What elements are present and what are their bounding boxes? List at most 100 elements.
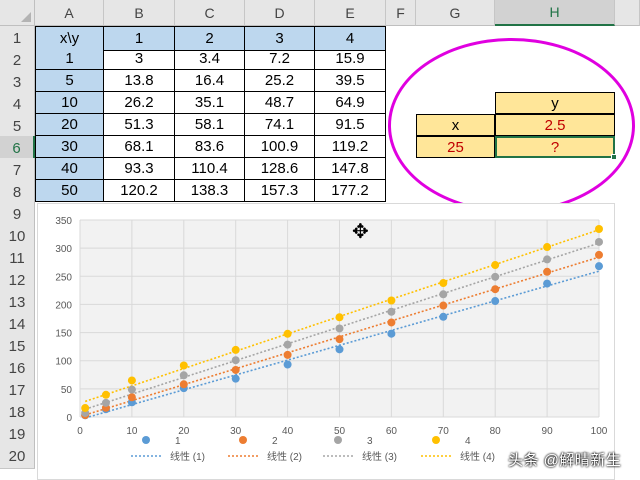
data-point-series-2: [439, 301, 448, 310]
column-header-a[interactable]: A: [35, 0, 104, 26]
row-header-3[interactable]: 3: [0, 70, 35, 95]
row-header-12[interactable]: 12: [0, 268, 35, 293]
data-point-series-4: [179, 361, 188, 370]
select-all-button[interactable]: [0, 0, 35, 26]
row-header-18[interactable]: 18: [0, 400, 35, 425]
data-point-series-4: [283, 329, 292, 338]
table-cell[interactable]: 74.1: [245, 114, 315, 136]
table-cell[interactable]: 15.9: [315, 48, 386, 70]
column-header-e[interactable]: E: [315, 0, 386, 26]
data-point-series-4: [595, 225, 603, 234]
column-header-g[interactable]: G: [416, 0, 495, 26]
data-point-series-3: [283, 340, 292, 349]
legend-marker-2: [239, 436, 247, 444]
table-cell[interactable]: 39.5: [315, 70, 386, 92]
data-point-series-4: [231, 345, 240, 354]
data-point-series-1: [595, 262, 603, 271]
table-row-label[interactable]: 50: [35, 180, 104, 202]
data-point-series-1: [231, 374, 240, 383]
data-point-series-1: [335, 345, 344, 354]
table-cell[interactable]: 48.7: [245, 92, 315, 114]
x-tick-label: 90: [542, 426, 554, 437]
column-header-b[interactable]: B: [104, 0, 175, 26]
row-header-9[interactable]: 9: [0, 202, 35, 227]
row-header-6[interactable]: 6: [0, 136, 35, 161]
data-point-series-4: [101, 390, 110, 399]
data-point-series-4: [335, 313, 344, 322]
table-cell[interactable]: 3: [104, 48, 175, 70]
data-point-series-1: [283, 360, 292, 369]
table-cell[interactable]: 25.2: [245, 70, 315, 92]
data-point-series-3: [335, 324, 344, 333]
table-cell[interactable]: 13.8: [104, 70, 175, 92]
table-row-label[interactable]: 5: [35, 70, 104, 92]
y-tick-label: 50: [61, 385, 73, 396]
table-cell[interactable]: 7.2: [245, 48, 315, 70]
row-header-20[interactable]: 20: [0, 444, 35, 469]
row-header-15[interactable]: 15: [0, 334, 35, 359]
table-cell[interactable]: 91.5: [315, 114, 386, 136]
table-row-label[interactable]: 40: [35, 158, 104, 180]
table-cell[interactable]: 35.1: [175, 92, 245, 114]
table-cell[interactable]: 64.9: [315, 92, 386, 114]
table-cell[interactable]: 128.6: [245, 158, 315, 180]
table-header-cell[interactable]: 1: [104, 26, 175, 51]
column-header-i[interactable]: [615, 0, 640, 26]
data-point-series-2: [283, 350, 292, 359]
table-cell[interactable]: 177.2: [315, 180, 386, 202]
data-point-series-2: [127, 393, 136, 402]
data-point-series-2: [231, 365, 240, 374]
legend-trend-label-4: 线性 (4): [460, 450, 495, 463]
table-row-label[interactable]: 1: [35, 48, 104, 70]
column-header-f[interactable]: F: [386, 0, 416, 26]
table-cell[interactable]: 51.3: [104, 114, 175, 136]
x-tick-label: 10: [126, 426, 138, 437]
table-header-cell[interactable]: 3: [245, 26, 315, 51]
table-cell[interactable]: 138.3: [175, 180, 245, 202]
table-cell[interactable]: 3.4: [175, 48, 245, 70]
legend-trend-label-2: 线性 (2): [267, 450, 302, 463]
watermark: 头条 @解晴新生: [508, 452, 622, 469]
data-point-series-4: [543, 243, 552, 252]
table-cell[interactable]: 157.3: [245, 180, 315, 202]
table-row-label[interactable]: 20: [35, 114, 104, 136]
data-point-series-4: [439, 279, 448, 288]
row-header-14[interactable]: 14: [0, 312, 35, 337]
table-cell[interactable]: 26.2: [104, 92, 175, 114]
column-header-d[interactable]: D: [245, 0, 315, 26]
trendline-series-1: [84, 270, 600, 419]
x-tick-label: 30: [230, 426, 242, 437]
row-header-13[interactable]: 13: [0, 290, 35, 315]
table-cell[interactable]: 147.8: [315, 158, 386, 180]
table-cell[interactable]: 110.4: [175, 158, 245, 180]
data-point-series-2: [543, 267, 552, 276]
table-cell[interactable]: 93.3: [104, 158, 175, 180]
row-header-4[interactable]: 4: [0, 92, 35, 117]
data-point-series-2: [491, 285, 500, 294]
row-header-16[interactable]: 16: [0, 356, 35, 381]
table-header-corner[interactable]: x\y: [35, 26, 104, 51]
table-cell[interactable]: 83.6: [175, 136, 245, 158]
column-header-c[interactable]: C: [175, 0, 245, 26]
row-header-2[interactable]: 2: [0, 48, 35, 73]
table-row-label[interactable]: 10: [35, 92, 104, 114]
x-tick-label: 20: [178, 426, 190, 437]
column-header-h[interactable]: H: [495, 0, 615, 26]
table-cell[interactable]: 68.1: [104, 136, 175, 158]
table-cell[interactable]: 100.9: [245, 136, 315, 158]
table-cell[interactable]: 58.1: [175, 114, 245, 136]
row-header-10[interactable]: 10: [0, 224, 35, 249]
row-header-1[interactable]: 1: [0, 26, 35, 51]
data-point-series-2: [179, 380, 188, 389]
y-tick-label: 350: [55, 216, 72, 227]
table-header-cell[interactable]: 2: [175, 26, 245, 51]
legend-trend-label-1: 线性 (1): [170, 450, 205, 463]
table-header-cell[interactable]: 4: [315, 26, 386, 51]
table-cell[interactable]: 120.2: [104, 180, 175, 202]
table-cell[interactable]: 16.4: [175, 70, 245, 92]
legend-label-4: 4: [465, 436, 471, 447]
table-cell[interactable]: 119.2: [315, 136, 386, 158]
scatter-chart[interactable]: 0 50 100 150 200 250 300 350 0 10 20 30 40 50 60 70 80 90…: [37, 203, 615, 480]
table-row-label[interactable]: 30: [35, 136, 104, 158]
row-header-8[interactable]: 8: [0, 180, 35, 205]
